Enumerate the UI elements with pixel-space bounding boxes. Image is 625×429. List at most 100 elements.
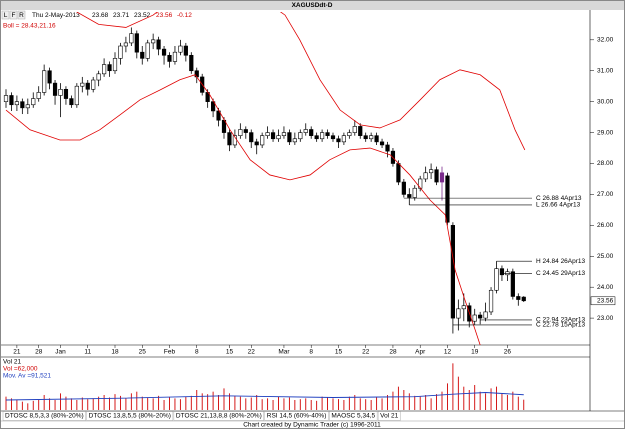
candle-body [483,311,488,319]
candle-body [407,194,412,198]
x-tick-label: 25 [139,349,147,356]
candle-body [325,132,330,136]
candle-body [461,305,466,310]
candle-body [330,135,336,140]
candle-body [3,95,9,102]
x-tick-label: 22 [362,349,370,356]
toolbar-button-label[interactable]: F [12,12,16,19]
candle-body [243,129,248,133]
candle-body [249,132,254,143]
candle-body [472,314,477,322]
candle-body [129,33,134,44]
candle-body [254,141,259,146]
candle-body [319,132,325,140]
candle-body [134,33,139,53]
toolbar-button[interactable] [17,10,26,20]
candle-body [510,271,515,297]
candle-body [91,79,96,90]
x-tick-label: 19 [471,349,479,356]
last-price-box [590,296,616,306]
tab-label[interactable]: DTOSC 21,13,8,8 (80%-20%) [176,413,262,420]
candle-body [145,42,150,59]
candle-body [423,172,428,180]
y-tick-label: 29.00 [597,129,614,136]
bollinger-band [5,74,481,345]
x-tick-label: 28 [35,349,43,356]
x-tick-label: 8 [309,349,313,356]
candle-body [287,132,292,143]
volume-legend: Mov. Av =91,521 [3,373,51,380]
candle-body [374,135,379,143]
candle-body [112,58,118,72]
tab-label[interactable]: DTOSC 13,8,5,5 (80%-20%) [89,413,171,420]
y-tick-label: 31.00 [597,67,614,74]
x-tick-label: 15 [335,349,343,356]
toolbar-button-label[interactable]: R [19,12,24,19]
x-tick-label: 26 [504,349,512,356]
toolbar-change: -0.12 [177,12,192,19]
candle-body [227,132,232,146]
candle-body [123,42,128,47]
candle-body [445,175,450,223]
tab-label[interactable]: RSI 14,5 (60%-40%) [267,413,327,420]
candle-body [63,88,69,99]
tab[interactable] [264,411,329,421]
candle-body [336,138,341,143]
candle-body [292,138,297,143]
candle-body [140,51,145,59]
tab-label[interactable]: MAOSC 5,34,5 [331,413,375,420]
candle-body [69,98,74,106]
candle-body [341,135,347,143]
candle-body [156,39,161,50]
y-tick-label: 24.00 [597,284,614,291]
candle-body [238,129,243,136]
toolbar-button-label[interactable]: L [4,12,8,19]
candle-body [385,144,390,152]
volume-legend: Vol =62,000 [3,366,38,373]
moving-average [5,392,524,401]
candle-body [379,141,385,146]
candle-body [488,289,494,313]
tab[interactable] [2,411,86,421]
candle-body [521,296,526,302]
x-tick-label: 18 [111,349,119,356]
x-tick-label: 12 [444,349,452,356]
candle-body [58,88,63,96]
y-tick-label: 25.00 [597,253,614,260]
toolbar-open: 23.68 [92,12,109,19]
tab[interactable] [329,411,378,421]
x-tick-label: 21 [13,349,21,356]
plot-area [3,12,526,345]
toolbar-low: 23.52 [134,12,151,19]
y-tick-label: 26.00 [597,222,614,229]
candle-body [74,85,79,106]
candle-body [347,132,352,136]
level-label: C 22.78 15Apr13 [536,322,586,329]
footer: Chart created by Dynamic Trader (c) 1996… [243,422,381,429]
candle-body [14,101,19,106]
tab-label[interactable]: DTOSC 8,5,3,3 (80%-20%) [5,413,84,420]
candle-body [161,48,167,56]
candle-body [265,132,270,136]
volume-title: Vol 21 [3,359,21,366]
tab[interactable] [377,411,401,421]
toolbar-high: 23.71 [113,12,130,19]
candle-body [20,101,25,109]
candle-body [172,51,178,62]
toolbar-button[interactable] [1,10,10,20]
candle-body [102,64,107,75]
candle-body [363,135,368,140]
bollinger-band [76,12,526,151]
tab-label[interactable]: Vol 21 [380,413,398,420]
candle-body [303,129,308,133]
candle-body [9,95,14,106]
candle-body [85,82,90,90]
x-tick-label: 22 [248,349,256,356]
candle-body [221,119,227,133]
tab[interactable] [173,411,264,421]
tab[interactable] [86,411,174,421]
y-tick-label: 23.00 [597,315,614,322]
toolbar-button[interactable] [9,10,18,20]
